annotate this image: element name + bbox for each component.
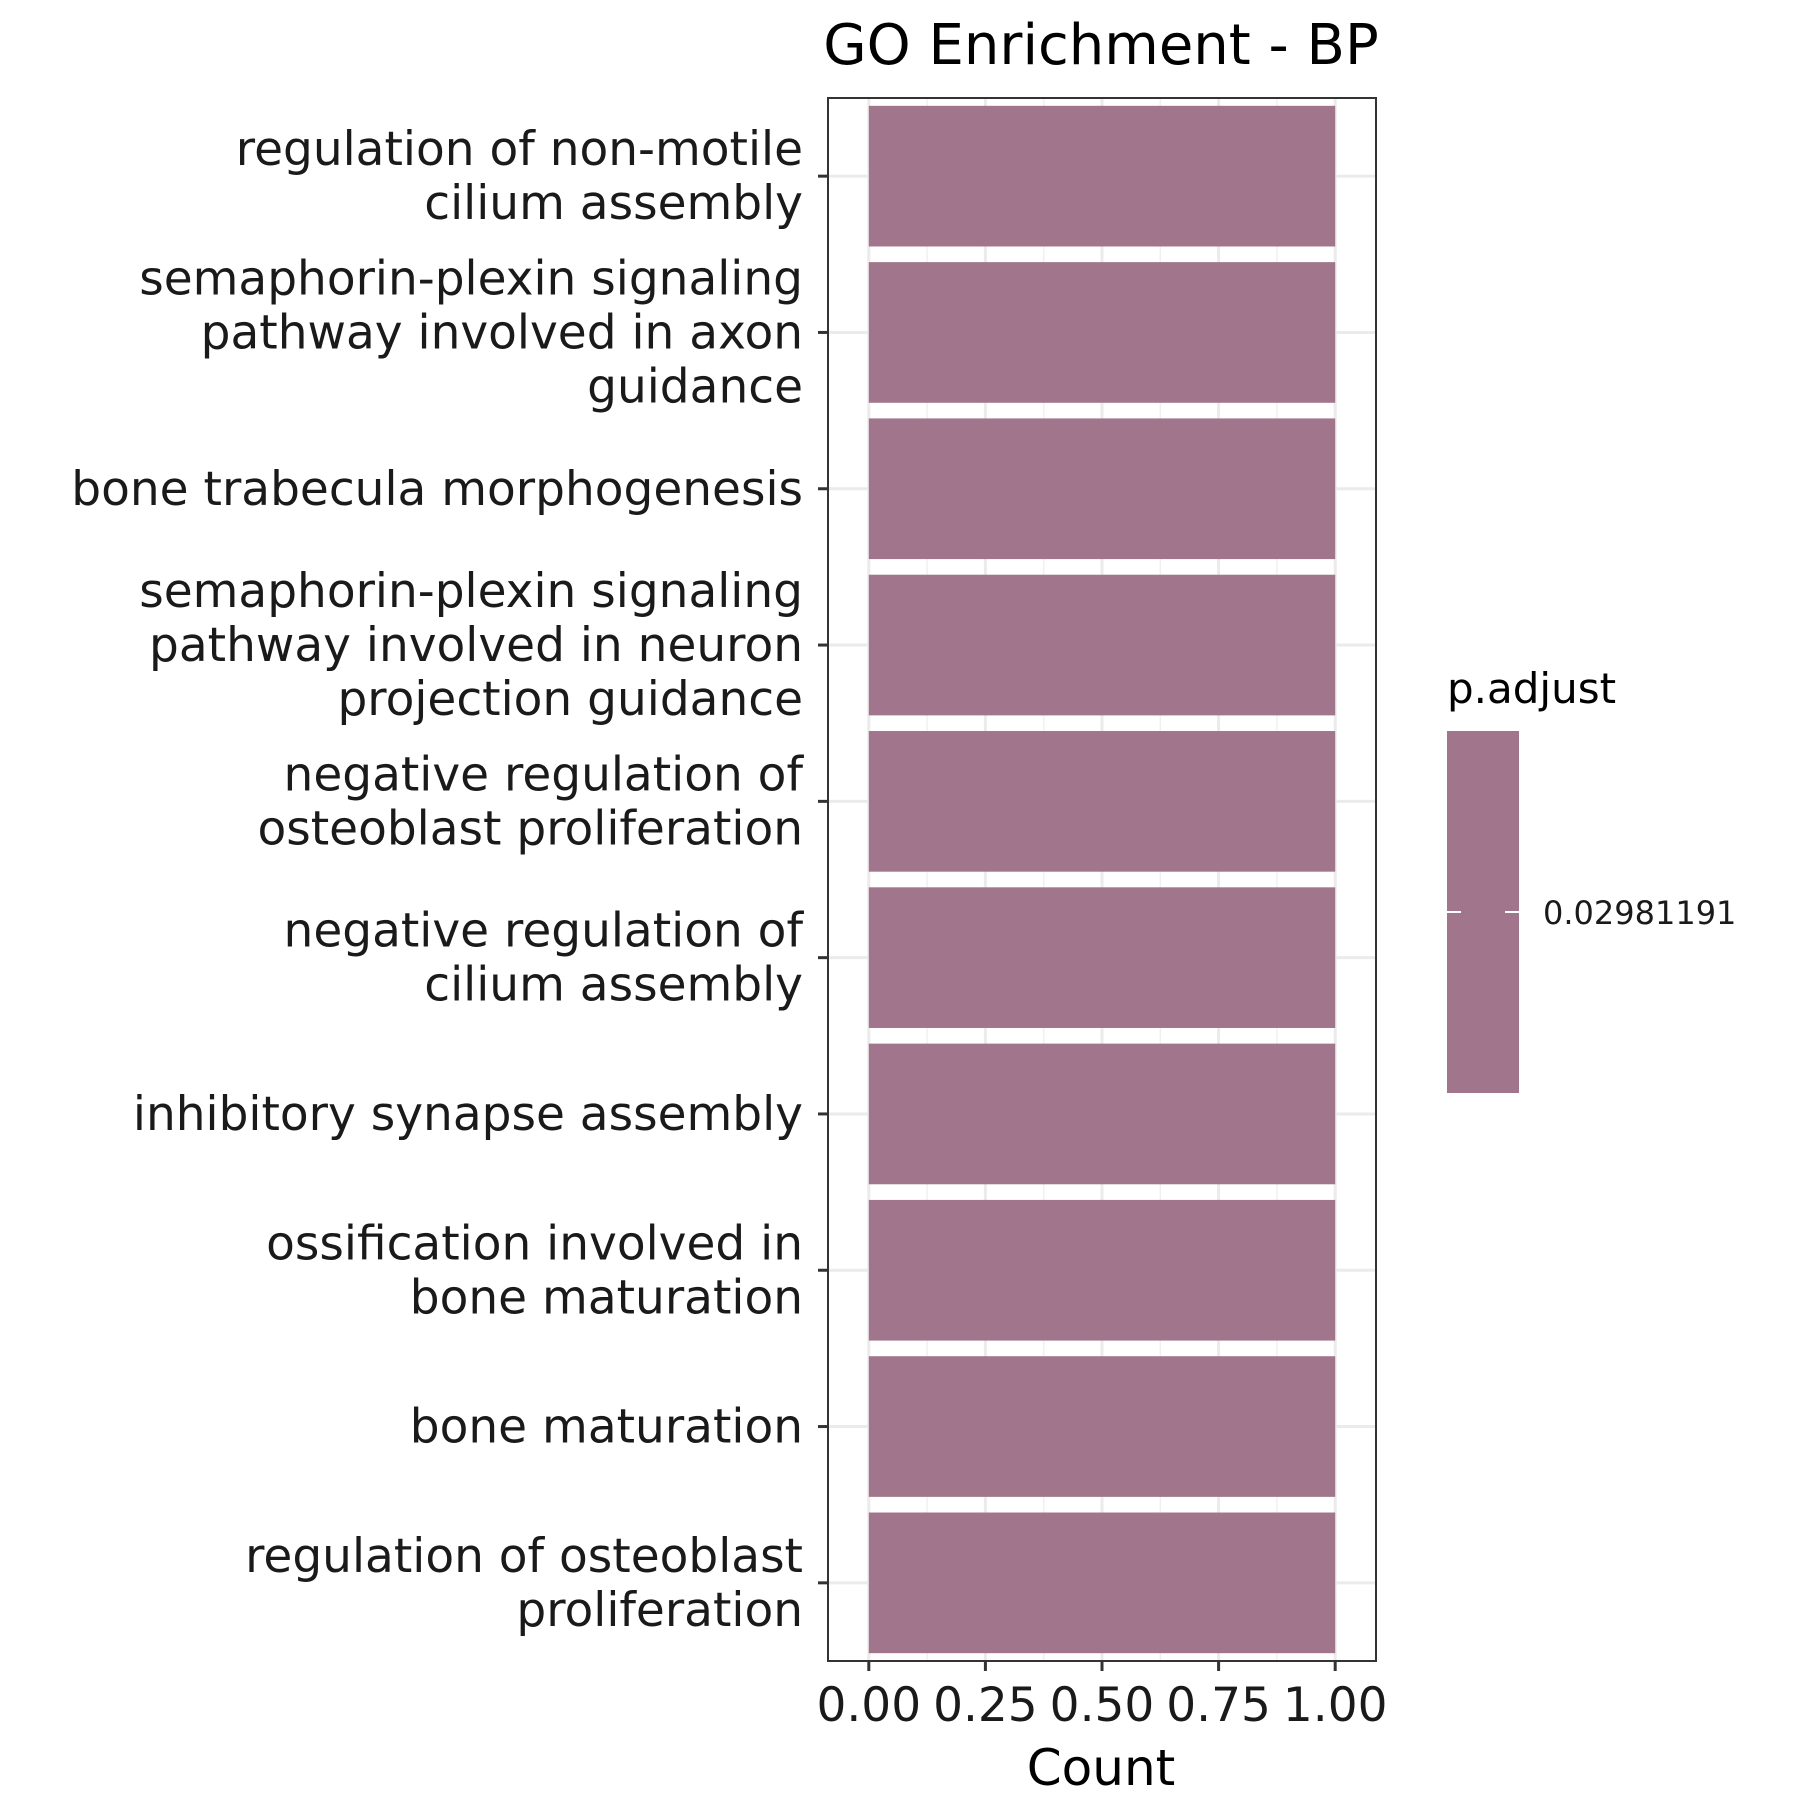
legend-title: p.adjust xyxy=(1447,664,1616,713)
category-label: semaphorin-plexin signaling pathway invol… xyxy=(139,251,803,414)
x-axis: 0.00 0.25 0.50 0.75 1.00 xyxy=(816,1661,1388,1733)
x-tick-label: 0.75 xyxy=(1166,1678,1271,1733)
legend: p.adjust 0.02981191 xyxy=(1447,664,1736,1093)
bar xyxy=(868,105,1336,247)
plot-panel xyxy=(827,97,1377,1662)
bar xyxy=(868,1356,1336,1497)
bar xyxy=(868,1199,1336,1341)
category-label: negative regulation of osteoblast prolife… xyxy=(257,747,804,856)
category-label: bone trabecula morphogenesis xyxy=(71,462,803,517)
category-label: semaphorin-plexin signaling pathway invol… xyxy=(139,564,803,727)
legend-label: 0.02981191 xyxy=(1543,894,1736,932)
chart-title: GO Enrichment - BP xyxy=(823,13,1378,78)
bar xyxy=(868,1512,1336,1654)
category-label: regulation of non-motile cilium assembly xyxy=(236,122,803,231)
bar xyxy=(868,262,1336,403)
bar xyxy=(868,1043,1336,1185)
bar xyxy=(868,887,1336,1028)
y-axis-labels: regulation of non-motile cilium assembly s… xyxy=(71,122,828,1638)
x-tick-label: 0.00 xyxy=(816,1678,921,1733)
category-label: negative regulation of cilium assembly xyxy=(284,904,805,1013)
category-label: regulation of osteoblast proliferation xyxy=(245,1529,803,1638)
bar xyxy=(868,731,1336,872)
category-label: ossification involved in bone maturation xyxy=(266,1216,803,1325)
x-tick-label: 0.50 xyxy=(1050,1678,1155,1733)
x-tick-label: 0.25 xyxy=(933,1678,1038,1733)
x-tick-label: 1.00 xyxy=(1283,1678,1388,1733)
category-label: bone maturation xyxy=(410,1400,803,1455)
category-label: inhibitory synapse assembly xyxy=(133,1087,803,1142)
bar xyxy=(868,574,1336,716)
x-axis-title: Count xyxy=(1027,1739,1176,1797)
bar xyxy=(868,418,1336,560)
